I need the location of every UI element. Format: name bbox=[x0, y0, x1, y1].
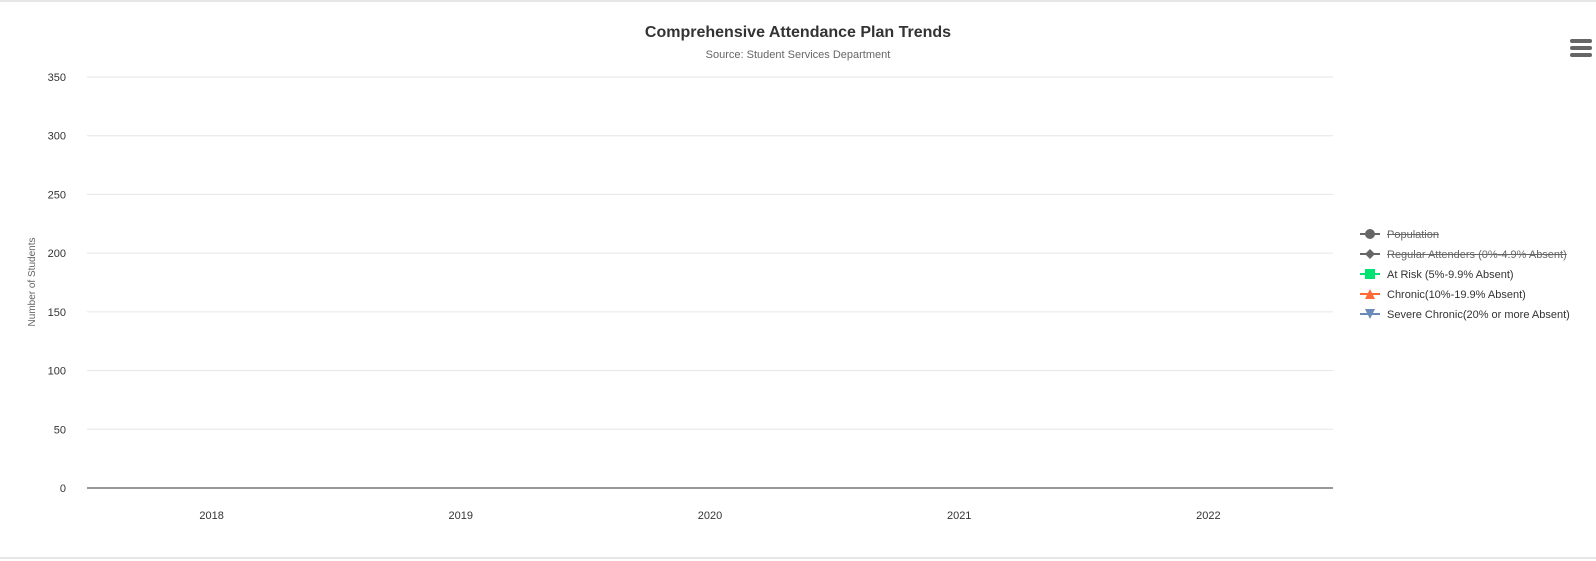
y-tick-label: 200 bbox=[48, 248, 66, 260]
y-tick-label: 0 bbox=[60, 483, 66, 495]
legend-label: Population bbox=[1387, 229, 1439, 241]
legend-item[interactable]: Regular Attenders (0%-4.9% Absent) bbox=[1358, 246, 1594, 266]
y-tick-label: 100 bbox=[48, 366, 66, 378]
x-tick-label: 2020 bbox=[698, 510, 722, 522]
legend-triangle-marker-icon bbox=[1360, 289, 1380, 299]
y-axis-title: Number of Students bbox=[27, 238, 38, 327]
legend-item[interactable]: Chronic(10%-19.9% Absent) bbox=[1358, 286, 1594, 306]
legend-item[interactable]: Population bbox=[1358, 226, 1594, 246]
legend-label: At Risk (5%-9.9% Absent) bbox=[1387, 269, 1514, 281]
chart-title: Comprehensive Attendance Plan Trends bbox=[644, 24, 952, 41]
y-axis: 0 50 100 150 200 250 300 350 bbox=[48, 72, 66, 495]
y-tick-label: 250 bbox=[48, 189, 66, 201]
chart-legend: Population Regular Attenders (0%-4.9% Abs… bbox=[1358, 226, 1594, 326]
y-tick-label: 300 bbox=[48, 131, 66, 143]
y-tick-label: 350 bbox=[48, 72, 66, 84]
x-tick-label: 2022 bbox=[1196, 510, 1220, 522]
legend-item[interactable]: Severe Chronic(20% or more Absent) bbox=[1358, 306, 1594, 326]
legend-square-marker-icon bbox=[1360, 269, 1380, 279]
x-tick-label: 2018 bbox=[199, 510, 223, 522]
x-axis: 2018 2019 2020 2021 2022 bbox=[87, 487, 1333, 522]
chart-menu-button[interactable] bbox=[1568, 36, 1594, 60]
legend-diamond-marker-icon bbox=[1360, 249, 1380, 259]
x-tick-label: 2019 bbox=[449, 510, 473, 522]
y-tick-label: 50 bbox=[54, 424, 66, 436]
legend-label: Severe Chronic(20% or more Absent) bbox=[1387, 309, 1570, 321]
legend-label: Regular Attenders (0%-4.9% Absent) bbox=[1387, 249, 1567, 261]
legend-item[interactable]: At Risk (5%-9.9% Absent) bbox=[1358, 266, 1594, 286]
x-tick-label: 2021 bbox=[947, 510, 971, 522]
legend-triangle-down-marker-icon bbox=[1360, 309, 1380, 319]
legend-circle-marker-icon bbox=[1360, 229, 1380, 239]
chart-subtitle: Source: Student Services Department bbox=[705, 49, 891, 61]
grid-lines bbox=[87, 76, 1333, 430]
legend-label: Chronic(10%-19.9% Absent) bbox=[1387, 289, 1526, 301]
y-tick-label: 150 bbox=[48, 307, 66, 319]
